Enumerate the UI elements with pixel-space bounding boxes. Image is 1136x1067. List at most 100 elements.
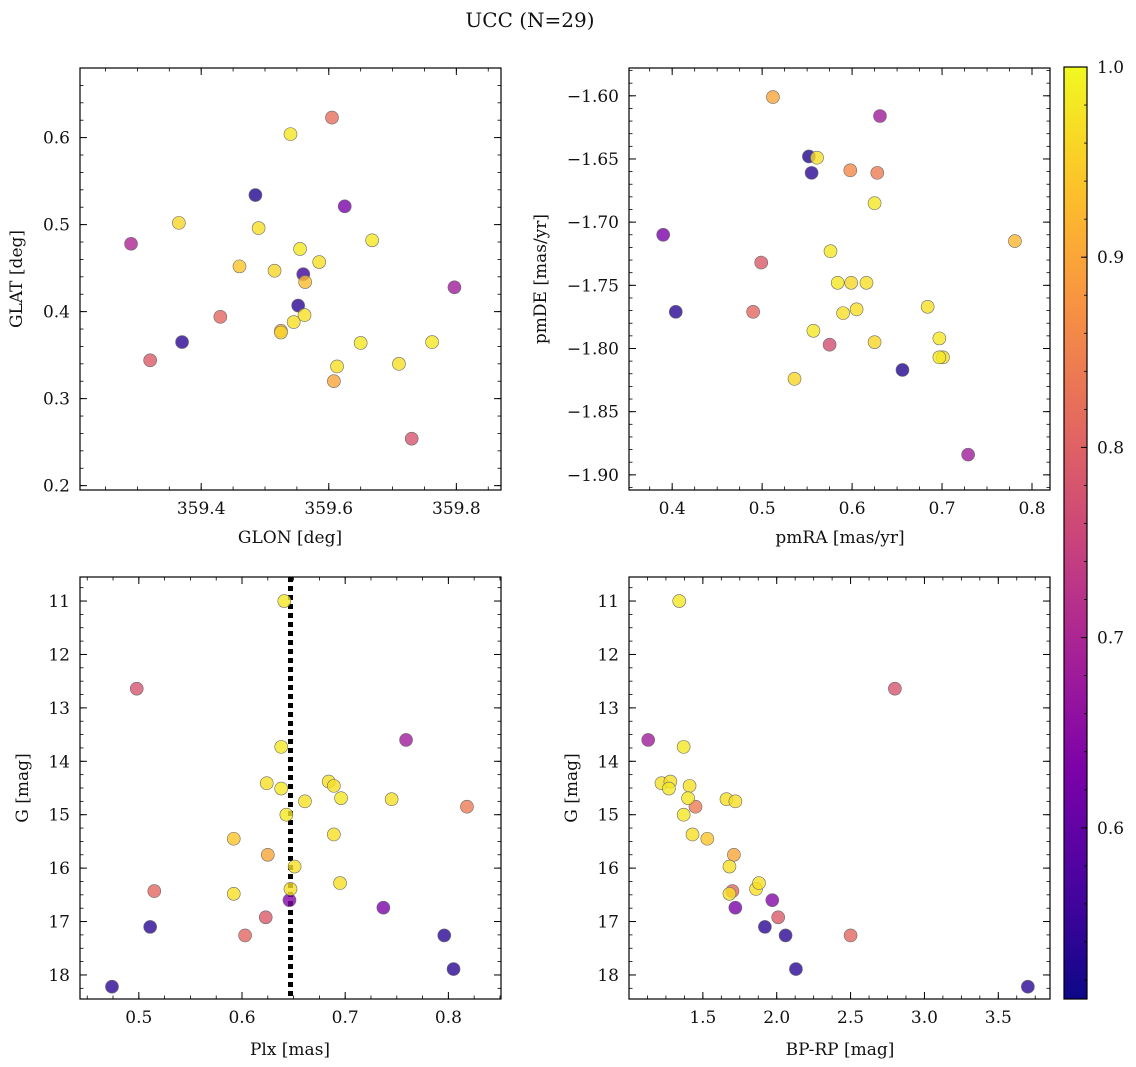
colorbar-ticks: 0.6 0.7 0.8 0.9 1.0 (1081, 58, 1124, 981)
scatter-point (279, 807, 294, 822)
scatter-point (446, 962, 461, 976)
colorbar-tick-label: 0.6 (1097, 819, 1124, 839)
scatter-point (267, 263, 282, 278)
y-ticks: 11 12 13 14 15 16 17 18 (597, 587, 1050, 989)
scatter-point (447, 280, 462, 295)
colorbar-tick-label: 0.8 (1097, 438, 1124, 458)
scatter-point (365, 233, 379, 248)
y-tick-label: 13 (597, 699, 619, 719)
x-tick-label: 0.7 (929, 499, 956, 519)
scatter-point (700, 831, 715, 846)
scatter-point (961, 447, 975, 462)
y-tick-label: 0.3 (43, 390, 70, 410)
x-tick-label: 0.5 (749, 499, 776, 519)
scatter-point (728, 900, 743, 915)
scatter-point (1008, 234, 1022, 248)
x-tick-label: 2.0 (763, 1008, 790, 1028)
scatter-point (758, 920, 772, 934)
scatter-point (843, 928, 858, 943)
scatter-point (297, 308, 312, 322)
y-tick-label: 18 (48, 966, 70, 986)
scatter-point (172, 216, 186, 230)
scatter-point (806, 324, 821, 338)
scatter-point (327, 827, 341, 842)
scatter-point (836, 306, 850, 320)
x-tick-label: 0.8 (435, 1008, 462, 1028)
scatter-point (105, 979, 119, 994)
scatter-point (258, 910, 273, 925)
y-axis-label: G [mag] (13, 753, 33, 822)
colorbar-tick-label: 1.0 (1097, 58, 1124, 78)
scatter-point (129, 681, 144, 696)
scatter-point (867, 196, 882, 210)
scatter-point (399, 733, 413, 747)
scatter-point (668, 305, 683, 319)
scatter-point (274, 740, 289, 754)
scatter-point (656, 227, 670, 242)
y-axis-label: pmDE [mas/yr] (531, 214, 551, 344)
y-ticks: 0.2 0.3 0.4 0.5 0.6 (43, 85, 501, 497)
y-tick-label: 14 (597, 752, 619, 772)
x-axis-label: Plx [mas] (250, 1040, 330, 1060)
scatter-point (676, 740, 691, 754)
x-ticks: 0.4 0.5 0.6 0.7 0.8 (649, 68, 1046, 519)
scatter-point (771, 910, 785, 925)
scatter-point (147, 884, 162, 898)
x-tick-label: 0.8 (1018, 499, 1045, 519)
scatter-point (752, 876, 766, 890)
x-tick-label: 0.4 (659, 499, 686, 519)
x-tick-label: 0.7 (332, 1008, 359, 1028)
x-ticks: 0.5 0.6 0.7 0.8 (86, 577, 501, 1028)
scatter-point (277, 594, 292, 608)
points (105, 594, 474, 994)
scatter-point (722, 859, 737, 874)
y-tick-label: 0.4 (43, 303, 70, 323)
colorbar-tick-label: 0.7 (1097, 629, 1124, 649)
scatter-point (213, 310, 228, 324)
scatter-point (283, 127, 298, 141)
y-tick-label: −1.65 (567, 150, 619, 170)
colorbar: 0.6 0.7 0.8 0.9 1.0 (1063, 58, 1124, 1000)
x-tick-label: 3.5 (985, 1008, 1012, 1028)
y-tick-label: 16 (48, 859, 70, 879)
y-tick-label: −1.70 (567, 213, 619, 233)
scatter-point (274, 325, 288, 340)
scatter-point (298, 275, 312, 289)
scatter-point (641, 733, 656, 747)
scatter-point (662, 781, 676, 796)
x-tick-label: 0.6 (839, 499, 866, 519)
scatter-point (384, 792, 399, 807)
scatter-point (334, 791, 348, 805)
x-axis-label: GLON [deg] (238, 528, 342, 548)
x-axis-label: pmRA [mas/yr] (775, 528, 904, 548)
y-ticks: 11 12 13 14 15 16 17 18 (48, 587, 501, 989)
scatter-point (425, 335, 439, 349)
y-tick-label: −1.60 (567, 87, 619, 107)
scatter-point (327, 779, 341, 793)
x-tick-label: 359.4 (177, 499, 226, 519)
scatter-point (337, 199, 352, 214)
scatter-point (810, 150, 824, 165)
panel-glon-glat: 359.4 359.6 359.8 0.2 0.3 0.4 0.5 0.6 GLON [de… (7, 67, 502, 548)
scatter-point (143, 920, 157, 934)
scatter-point (766, 90, 780, 104)
scatter-point (293, 242, 307, 256)
x-ticks: 359.4 359.6 359.8 (105, 68, 489, 519)
x-tick-label: 359.6 (304, 499, 353, 519)
scatter-point (849, 302, 864, 317)
x-tick-label: 1.5 (689, 1008, 716, 1028)
y-tick-label: 16 (597, 859, 619, 879)
scatter-point (822, 337, 837, 352)
y-tick-label: 11 (48, 592, 70, 612)
scatter-point (286, 315, 301, 329)
scatter-point (682, 779, 697, 793)
y-tick-label: −1.90 (567, 466, 619, 486)
x-tick-label: 2.5 (837, 1008, 864, 1028)
scatter-point (888, 681, 902, 696)
scatter-point (274, 781, 289, 796)
scatter-point (143, 353, 157, 368)
axes-frame (628, 67, 1051, 491)
scatter-point (932, 331, 947, 346)
y-tick-label: 15 (597, 806, 619, 826)
